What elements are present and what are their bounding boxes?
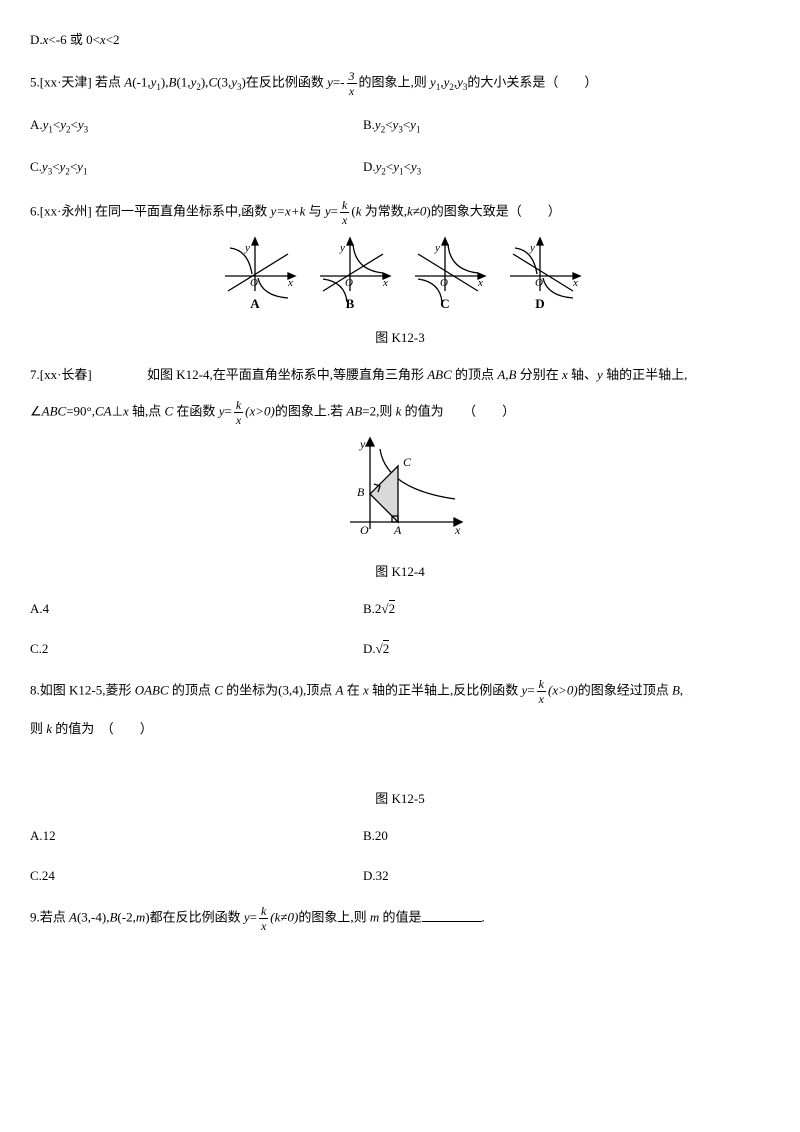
fill-blank	[422, 909, 482, 922]
q8-option-b: B.20	[363, 826, 770, 846]
svg-text:O: O	[345, 277, 353, 289]
question-8-line1: 8.如图 K12-5,菱形 OABC 的顶点 C 的坐标为(3,4),顶点 A …	[30, 678, 770, 705]
question-6: 6.[xx·永州] 在同一平面直角坐标系中,函数 y=x+k 与 y=kx(k …	[30, 199, 770, 226]
q6-source: [xx·永州]	[40, 203, 95, 218]
q5-num: 5.	[30, 74, 40, 89]
q7-option-c: C.2	[30, 639, 363, 659]
q5-option-d: D.y2<y1<y3	[363, 157, 770, 179]
svg-text:x: x	[477, 277, 483, 289]
q8-options-row2: C.24 D.32	[30, 866, 770, 886]
q7-source: [xx·长春]	[40, 367, 95, 382]
question-7-line2: ∠ABC=90°,CA⊥x 轴,点 C 在函数 y=kx(x>0)的图象上.若 …	[30, 399, 770, 426]
svg-text:y: y	[359, 437, 366, 451]
svg-text:x: x	[382, 277, 388, 289]
q8-option-d: D.32	[363, 866, 770, 886]
svg-text:B: B	[346, 296, 355, 310]
q5-option-b: B.y2<y3<y1	[363, 115, 770, 137]
svg-text:x: x	[454, 523, 461, 537]
question-9: 9.若点 A(3,-4),B(-2,m)都在反比例函数 y=kx(k≠0)的图象…	[30, 905, 770, 932]
question-5: 5.[xx·天津] 若点 A(-1,y1),B(1,y2),C(3,y3)在反比…	[30, 70, 770, 97]
q7-fig-caption: 图 K12-4	[30, 562, 770, 582]
question-7-line1: 7.[xx·长春] 如图 K12-4,在平面直角坐标系中,等腰直角三角形 ABC…	[30, 365, 770, 385]
prev-option-d: D.x<-6 或 0<x<2	[30, 30, 770, 50]
svg-text:y: y	[244, 242, 250, 254]
q6-num: 6.	[30, 203, 40, 218]
question-8-line2: 则 k 的值为 （ ）	[30, 719, 770, 739]
svg-text:B: B	[357, 485, 365, 499]
svg-text:x: x	[572, 277, 578, 289]
q6-graphs-icon: y O x y O x y O x	[200, 236, 600, 310]
q7-option-b: B.2√2	[363, 599, 770, 619]
q7-option-a: A.4	[30, 599, 363, 619]
q7-figure: y C B O A x	[30, 434, 770, 544]
svg-text:A: A	[393, 523, 402, 537]
q5-options-row1: A.y1<y2<y3 B.y2<y3<y1	[30, 115, 770, 137]
q8-option-c: C.24	[30, 866, 363, 886]
svg-text:O: O	[360, 523, 369, 537]
q5-source: [xx·天津]	[40, 74, 95, 89]
q8-fig-caption: 图 K12-5	[30, 789, 770, 809]
svg-text:A: A	[250, 296, 260, 310]
svg-text:O: O	[535, 277, 543, 289]
svg-text:O: O	[250, 277, 258, 289]
q6-figure: y O x y O x y O x	[30, 236, 770, 310]
svg-text:y: y	[434, 242, 440, 254]
q7-graph-icon: y C B O A x	[330, 434, 470, 544]
q8-option-a: A.12	[30, 826, 363, 846]
svg-text:D: D	[535, 296, 544, 310]
q7-options-row2: C.2 D.√2	[30, 639, 770, 659]
q5-options-row2: C.y3<y2<y1 D.y2<y1<y3	[30, 157, 770, 179]
q7-options-row1: A.4 B.2√2	[30, 599, 770, 619]
svg-text:x: x	[287, 277, 293, 289]
q8-options-row1: A.12 B.20	[30, 826, 770, 846]
q8-num: 8.	[30, 683, 40, 698]
q5-option-a: A.y1<y2<y3	[30, 115, 363, 137]
opt-label: D.	[30, 32, 43, 47]
q7-num: 7.	[30, 367, 40, 382]
q6-fig-caption: 图 K12-3	[30, 328, 770, 348]
svg-text:C: C	[403, 455, 412, 469]
q5-option-c: C.y3<y2<y1	[30, 157, 363, 179]
q7-option-d: D.√2	[363, 639, 770, 659]
svg-text:O: O	[440, 277, 448, 289]
svg-text:y: y	[529, 242, 535, 254]
svg-text:C: C	[440, 296, 449, 310]
svg-text:y: y	[339, 242, 345, 254]
q9-num: 9.	[30, 910, 40, 925]
